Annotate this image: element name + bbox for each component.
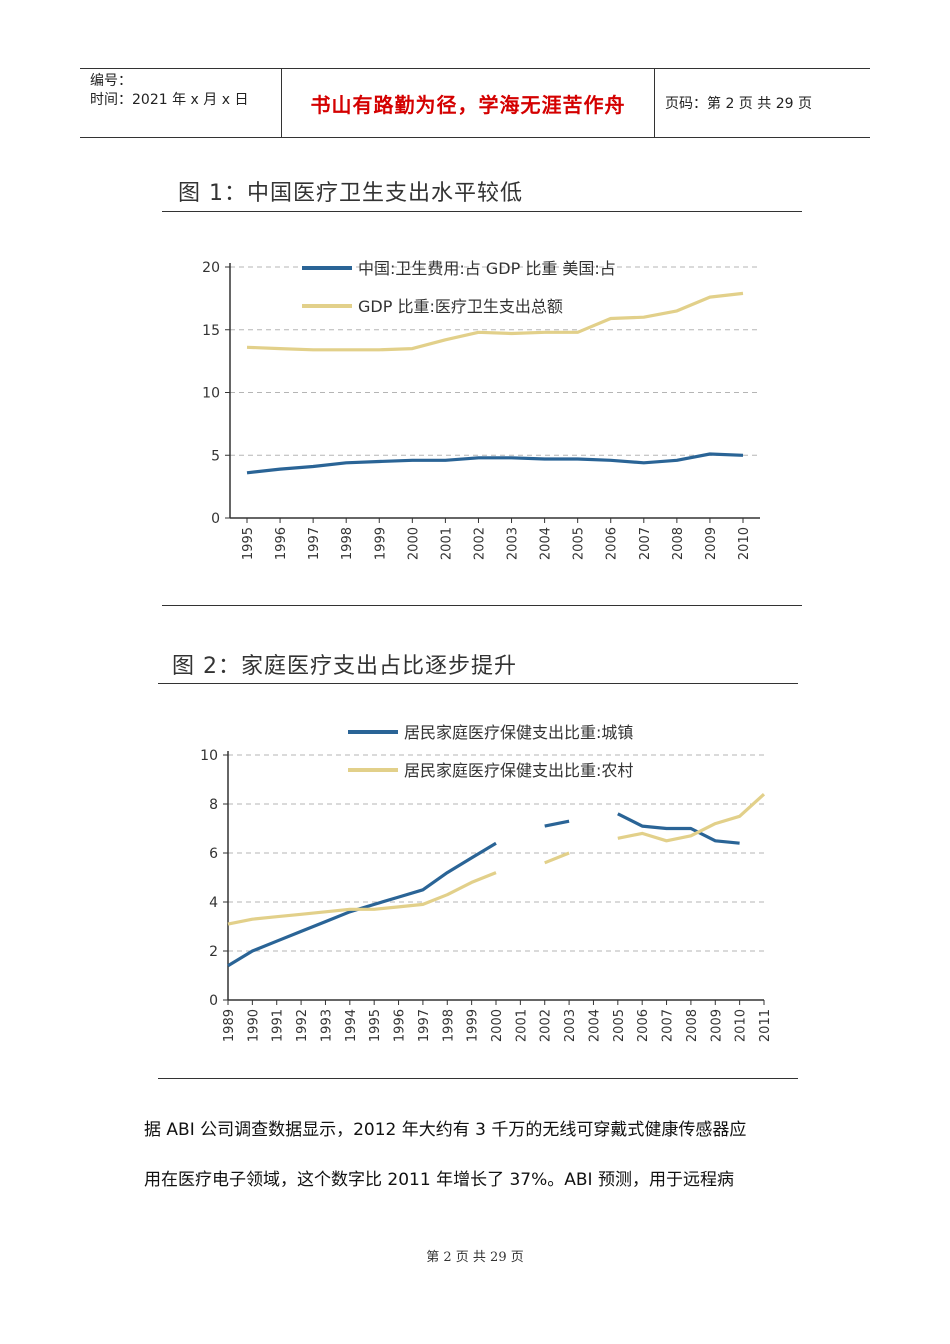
document-number: 编号： [90, 73, 132, 89]
y-tick-label: 4 [209, 895, 218, 911]
x-tick-label: 1991 [271, 1009, 286, 1042]
x-tick-label: 1998 [441, 1009, 456, 1042]
x-tick-label: 2005 [612, 1009, 627, 1042]
legend-label: 居民家庭医疗保健支出比重:农村 [404, 761, 633, 780]
figure1-chart: 0 5 10 15 20 1995 1996 1997 1998 1999 2000 2001 2002… [202, 259, 760, 560]
x-tick-label: 2008 [671, 527, 686, 560]
header-motto-cell: 书山有路勤为径，学海无涯苦作舟 [282, 69, 655, 137]
series-line [544, 819, 570, 828]
x-tick-label: 1997 [307, 527, 322, 560]
body-text-line-1: 据 ABI 公司调查数据显示，2012 年大约有 3 千万的无线可穿戴式健康传感… [144, 1120, 747, 1140]
x-tick-label: 2001 [439, 527, 454, 560]
x-tick-label: 2008 [685, 1009, 700, 1042]
series-line [617, 793, 766, 843]
y-tick-label: 0 [211, 511, 220, 527]
x-tick-label: 2001 [514, 1009, 529, 1042]
x-tick-label: 1999 [373, 527, 388, 560]
series-line [617, 812, 740, 845]
figure2-bottom-rule [158, 1078, 798, 1079]
header-page-info: 页码：第 2 页 共 29 页 [665, 96, 812, 112]
x-tick-label: 1990 [246, 1009, 261, 1042]
x-tick-label: 2009 [709, 1009, 724, 1042]
y-tick-label: 8 [209, 797, 218, 813]
y-tick-label: 2 [209, 944, 218, 960]
legend-label: GDP 比重:医疗卫生支出总额 [358, 297, 563, 316]
x-tick-label: 2003 [563, 1009, 578, 1042]
x-tick-label: 2004 [539, 527, 554, 560]
y-tick-label: 0 [209, 993, 218, 1009]
x-tick-label: 1999 [466, 1009, 481, 1042]
x-tick-label: 2000 [490, 1009, 505, 1042]
x-tick-label: 1995 [241, 527, 256, 560]
x-tick-label: 2010 [737, 527, 752, 560]
x-tick-label: 1996 [393, 1009, 408, 1042]
page-footer: 第 2 页 共 29 页 [426, 1250, 524, 1265]
figure2-chart: 0 2 4 6 8 10 1989 1990 1991 1992 1993 1994 1995 1996 1… [200, 723, 773, 1042]
figure2-top-rule [158, 683, 798, 684]
x-tick-label: 2007 [661, 1009, 676, 1042]
y-tick-label: 6 [209, 846, 218, 862]
x-tick-label: 1995 [368, 1009, 383, 1042]
y-tick-label: 5 [211, 448, 220, 464]
figure2-title: 图 2：家庭医疗支出占比逐步提升 [172, 654, 517, 679]
x-tick-label: 1994 [344, 1009, 359, 1042]
legend-label: 中国:卫生费用:占 GDP 比重 美国:占 [358, 259, 616, 278]
x-tick-label: 2002 [472, 527, 487, 560]
x-tick-label: 1993 [319, 1009, 334, 1042]
y-tick-label: 20 [202, 260, 220, 276]
x-tick-label: 2009 [704, 527, 719, 560]
x-tick-label: 1998 [340, 527, 355, 560]
series-line [544, 851, 570, 865]
x-tick-label: 2002 [539, 1009, 554, 1042]
header-left-cell: 编号： 时间：2021 年 x 月 x 日 [80, 69, 282, 137]
y-tick-label: 15 [202, 323, 220, 339]
document-time: 时间：2021 年 x 月 x 日 [90, 92, 249, 108]
x-tick-label: 2010 [734, 1009, 749, 1042]
x-tick-label: 1992 [295, 1009, 310, 1042]
x-tick-label: 2011 [758, 1009, 773, 1042]
figure1-top-rule [162, 211, 802, 212]
body-text-line-2: 用在医疗电子领域，这个数字比 2011 年增长了 37%。ABI 预测，用于远程… [144, 1170, 734, 1190]
x-tick-label: 2003 [506, 527, 521, 560]
legend-label: 居民家庭医疗保健支出比重:城镇 [404, 723, 633, 742]
x-tick-label: 2004 [587, 1009, 602, 1042]
series-line [246, 291, 744, 352]
y-tick-label: 10 [202, 386, 220, 402]
y-tick-label: 10 [200, 748, 218, 764]
x-tick-label: 2006 [636, 1009, 651, 1042]
series-line [246, 452, 744, 475]
figure1-title: 图 1：中国医疗卫生支出水平较低 [178, 181, 523, 206]
x-tick-label: 2007 [638, 527, 653, 560]
x-tick-label: 2000 [406, 527, 421, 560]
figure1-bottom-rule [162, 605, 802, 606]
x-tick-label: 1997 [417, 1009, 432, 1042]
x-tick-label: 2005 [572, 527, 587, 560]
x-tick-label: 1989 [222, 1009, 237, 1042]
header-motto: 书山有路勤为径，学海无涯苦作舟 [310, 92, 626, 117]
x-tick-label: 1996 [274, 527, 289, 560]
series-line [227, 841, 497, 968]
page-header: 编号： 时间：2021 年 x 月 x 日 书山有路勤为径，学海无涯苦作舟 页码… [80, 68, 870, 138]
series-line [227, 871, 497, 926]
x-tick-label: 2006 [605, 527, 620, 560]
